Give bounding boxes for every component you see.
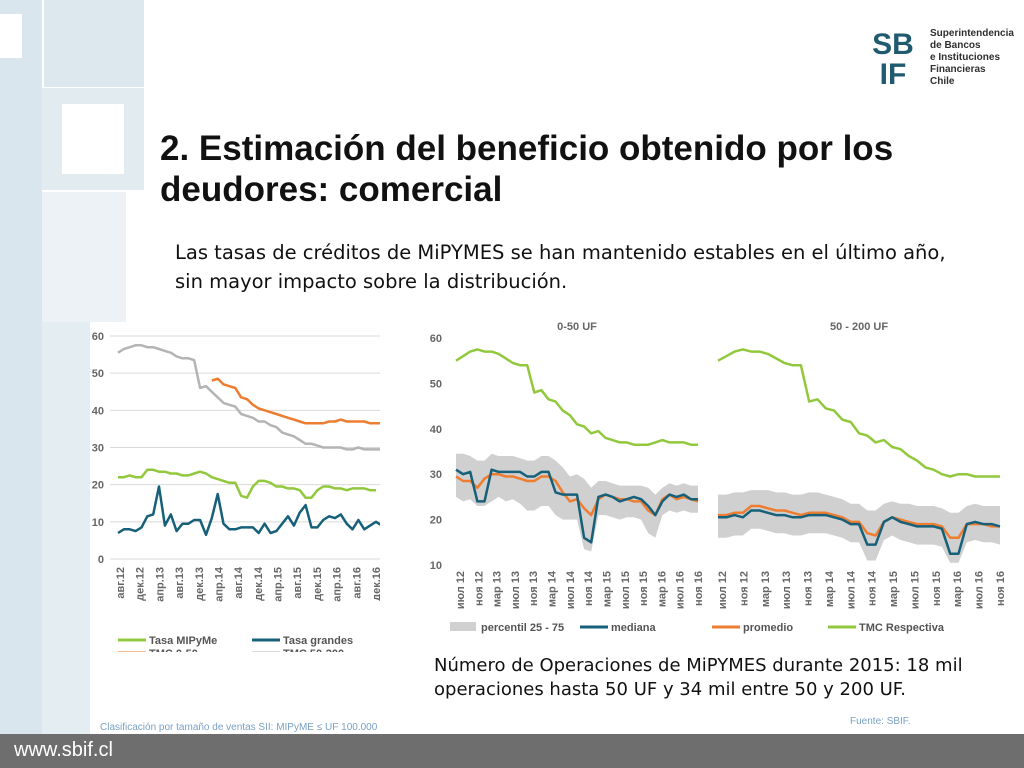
x-tick-label: апр.14 (213, 566, 225, 602)
decor-square (62, 104, 124, 174)
footer-bar (0, 734, 1024, 768)
decor-square (42, 192, 126, 322)
x-tick-label: ноя 15 (638, 571, 650, 606)
legend-label: TMC 0-50 (149, 648, 198, 652)
logo-line: Superintendencia (930, 28, 1014, 39)
series-line-3 (117, 344, 380, 451)
x-tick-label: июл 12 (455, 571, 467, 609)
series-line-teal (455, 468, 698, 544)
y-tick-label: 60 (92, 331, 104, 343)
operations-note: Número de Operaciones de MiPYMES durante… (434, 655, 963, 700)
legend-label: TMC 50-200 (283, 648, 344, 652)
decor-square (44, 0, 144, 87)
slide-body-text: Las tasas de créditos de MiPYMES se han … (175, 241, 946, 293)
x-tick-label: ноя 14 (583, 570, 595, 606)
svg-text:SB: SB (872, 28, 914, 61)
legend-label: promedio (743, 622, 793, 634)
logo-line: Financieras (930, 64, 986, 75)
x-tick-label: ноя 12 (738, 571, 750, 606)
x-tick-label: ноя 12 (473, 571, 485, 606)
x-tick-label: ноя 14 (867, 570, 879, 606)
x-tick-label: июл 13 (510, 571, 522, 609)
legend-label: mediana (611, 622, 657, 634)
legend-label: Tasa grandes (283, 635, 353, 647)
series-line-0 (118, 468, 376, 499)
series-line-orange (718, 504, 1000, 540)
y-tick-label: 20 (92, 480, 104, 492)
x-tick-label: дек.12 (135, 567, 147, 601)
x-tick-label: мар 14 (547, 570, 559, 607)
footnote-source: Fuente: SBIF. (850, 716, 911, 727)
series-line-green (717, 348, 1000, 478)
x-tick-label: июл 16 (974, 571, 986, 609)
x-tick-label: авг.14 (233, 566, 245, 599)
x-tick-label: дек.13 (194, 567, 206, 601)
panel-title: 50 - 200 UF (830, 321, 888, 333)
x-tick-label: мар 13 (760, 571, 772, 607)
x-tick-label: мар 16 (656, 571, 668, 607)
x-tick-label: мар 15 (601, 571, 613, 607)
x-tick-label: июл 15 (620, 571, 632, 609)
x-tick-label: мар 16 (952, 571, 964, 607)
sbif-logo-mark: SB IF (872, 28, 914, 88)
legend-label: Tasa MIPyMe (149, 635, 217, 647)
x-tick-label: авг.12 (115, 567, 127, 599)
y-tick-label: 0 (98, 554, 104, 566)
x-tick-label: дек.14 (253, 566, 265, 601)
x-tick-label: июл 14 (565, 570, 577, 609)
logo-line: Chile (930, 76, 955, 87)
x-tick-label: ноя 16 (995, 571, 1007, 606)
x-tick-label: апр.15 (273, 567, 285, 602)
x-tick-label: июл 16 (675, 571, 687, 609)
x-tick-label: июл 14 (845, 570, 857, 609)
y-tick-label: 20 (430, 515, 442, 527)
y-tick-label: 50 (92, 368, 104, 380)
series-line-1 (117, 485, 380, 537)
decor-strip (0, 0, 42, 734)
chart-rates: 0 10 20 30 40 50 60 авг.12 дек.12 апр.13 авг.13 дек… (92, 331, 380, 652)
x-tick-label: мар 13 (492, 571, 504, 607)
x-tick-label: авг.16 (351, 567, 363, 599)
x-tick-label: авг.15 (292, 567, 304, 599)
x-tick-label: апр.16 (332, 567, 344, 602)
y-tick-label: 40 (92, 405, 104, 417)
x-tick-label: ноя 13 (528, 571, 540, 606)
decor-strip (42, 322, 90, 734)
x-tick-label: дек.15 (312, 567, 324, 601)
y-tick-label: 50 (430, 378, 442, 390)
x-tick-label: мар 15 (888, 571, 900, 607)
x-tick-label: апр.13 (154, 567, 166, 602)
legend-label: TMC Respectiva (859, 622, 945, 634)
x-tick-label: июл 13 (781, 571, 793, 609)
logo-line: e Instituciones (930, 52, 1001, 63)
x-tick-label: июл 15 (909, 571, 921, 609)
y-tick-label: 30 (430, 469, 442, 481)
x-tick-label: июл 12 (717, 571, 729, 609)
legend-swatch (450, 622, 476, 631)
x-tick-label: авг.13 (174, 567, 186, 599)
x-tick-label: мар 14 (824, 570, 836, 607)
series-line-green (455, 348, 698, 446)
y-tick-label: 30 (92, 443, 104, 455)
legend-label: percentil 25 - 75 (481, 622, 564, 634)
footnote-classification: Clasificación por tamaño de ventas SII: … (100, 722, 378, 733)
y-tick-label: 10 (92, 517, 104, 529)
x-tick-label: ноя 13 (803, 571, 815, 606)
decor-square (0, 14, 22, 58)
footer-url: www.sbif.cl (14, 739, 113, 761)
y-tick-label: 40 (430, 424, 442, 436)
series-line-2 (211, 377, 380, 425)
panel-title: 0-50 UF (557, 321, 597, 333)
series-line-teal (718, 509, 1001, 555)
y-tick-label: 10 (430, 560, 442, 572)
y-tick-label: 60 (430, 333, 442, 345)
logo-line: de Bancos (930, 40, 981, 51)
x-tick-label: дек.16 (371, 567, 380, 601)
svg-text:IF: IF (880, 58, 907, 88)
slide-title: 2. Estimación del beneficio obtenido por… (160, 129, 894, 209)
x-tick-label: ноя 16 (693, 571, 705, 606)
logo-caption: Superintendencia de Bancos e Institucion… (930, 28, 1014, 88)
chart-uf-panels: 0-50 UF 10 20 30 40 50 60 июл 12 ноя 12 мар 13 июл… (430, 321, 1007, 634)
x-tick-label: ноя 15 (931, 571, 943, 606)
